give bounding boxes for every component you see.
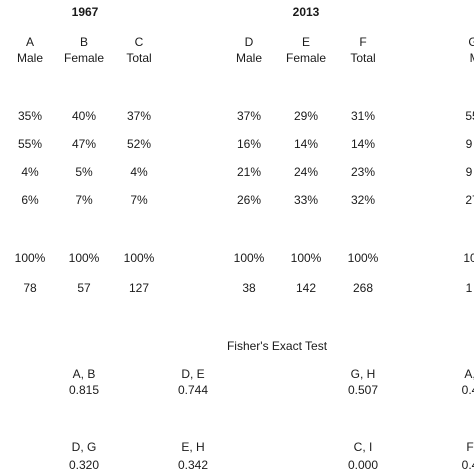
test-pair-label: G, H — [350, 367, 376, 381]
table-cell: 35% — [17, 109, 43, 123]
table-cell: 16% — [236, 137, 262, 151]
table-cell: 100% — [290, 251, 322, 265]
table-cell: 29% — [293, 109, 319, 123]
test-p-value: 0.815 — [68, 383, 100, 397]
test-p-value: 0.507 — [347, 383, 379, 397]
fisher-test-title: Fisher's Exact Test — [226, 339, 328, 353]
table-cell: 24% — [293, 165, 319, 179]
table-cell: 55% — [17, 137, 43, 151]
test-p-value: 0.320 — [68, 458, 100, 472]
table-cell: 100% — [233, 251, 265, 265]
table-cell: 1 — [465, 281, 473, 295]
table-cell: 57 — [77, 281, 91, 295]
column-label: Male — [235, 51, 263, 65]
table-cell: 7% — [75, 193, 93, 207]
table-cell: 14% — [293, 137, 319, 151]
table-cell: 100% — [123, 251, 155, 265]
column-letter: E — [301, 35, 311, 49]
column-label: Total — [350, 51, 376, 65]
table-cell: 268 — [352, 281, 374, 295]
column-label: Male — [16, 51, 44, 65]
column-letter: D — [244, 35, 254, 49]
table-cell: 10 — [463, 251, 474, 265]
table-cell: 37% — [236, 109, 262, 123]
table-cell: 9 — [465, 165, 473, 179]
test-pair-label: C, I — [353, 440, 373, 454]
table-cell: 5% — [75, 165, 93, 179]
column-label: Ma — [470, 51, 474, 65]
table-cell: 6% — [21, 193, 39, 207]
test-pair-label: D, G — [71, 440, 97, 454]
table-cell: 100% — [68, 251, 100, 265]
table-cell: 31% — [350, 109, 376, 123]
table-cell: 27 — [465, 193, 474, 207]
column-label: Female — [63, 51, 105, 65]
table-cell: 37% — [126, 109, 152, 123]
column-label: Total — [126, 51, 152, 65]
test-p-value: 0.000 — [347, 458, 379, 472]
table-cell: 52% — [126, 137, 152, 151]
year-2013-header: 2013 — [292, 5, 320, 19]
table-cell: 23% — [350, 165, 376, 179]
test-p-value: 0.342 — [177, 458, 209, 472]
test-p-value: 0.744 — [177, 383, 209, 397]
test-pair-label: A, B — [72, 367, 96, 381]
table-cell: 47% — [71, 137, 97, 151]
table-cell: 100% — [14, 251, 46, 265]
table-cell: 33% — [293, 193, 319, 207]
table-cell: 9 — [465, 137, 473, 151]
table-cell: 100% — [347, 251, 379, 265]
test-pair-label: E, H — [181, 440, 205, 454]
table-cell: 78 — [23, 281, 37, 295]
year-1967-header: 1967 — [71, 5, 99, 19]
column-label: Female — [285, 51, 327, 65]
table-cell: 38 — [242, 281, 256, 295]
test-pair-label: A, — [464, 367, 474, 381]
table-cell: 7% — [130, 193, 148, 207]
table-cell: 55 — [465, 109, 474, 123]
table-cell: 26% — [236, 193, 262, 207]
column-letter: F — [359, 35, 367, 49]
table-cell: 32% — [350, 193, 376, 207]
table-cell: 4% — [130, 165, 148, 179]
table-cell: 40% — [71, 109, 97, 123]
test-pair-label: F — [466, 440, 474, 454]
table-cell: 14% — [350, 137, 376, 151]
column-letter: C — [134, 35, 144, 49]
column-letter: G — [468, 35, 474, 49]
test-pair-label: D, E — [181, 367, 205, 381]
table-cell: 4% — [21, 165, 39, 179]
test-p-value: 0.4 — [461, 458, 474, 472]
table-cell: 127 — [128, 281, 150, 295]
column-letter: B — [79, 35, 89, 49]
table-cell: 21% — [236, 165, 262, 179]
column-letter: A — [25, 35, 35, 49]
table-cell: 142 — [295, 281, 317, 295]
test-p-value: 0.4 — [461, 383, 474, 397]
